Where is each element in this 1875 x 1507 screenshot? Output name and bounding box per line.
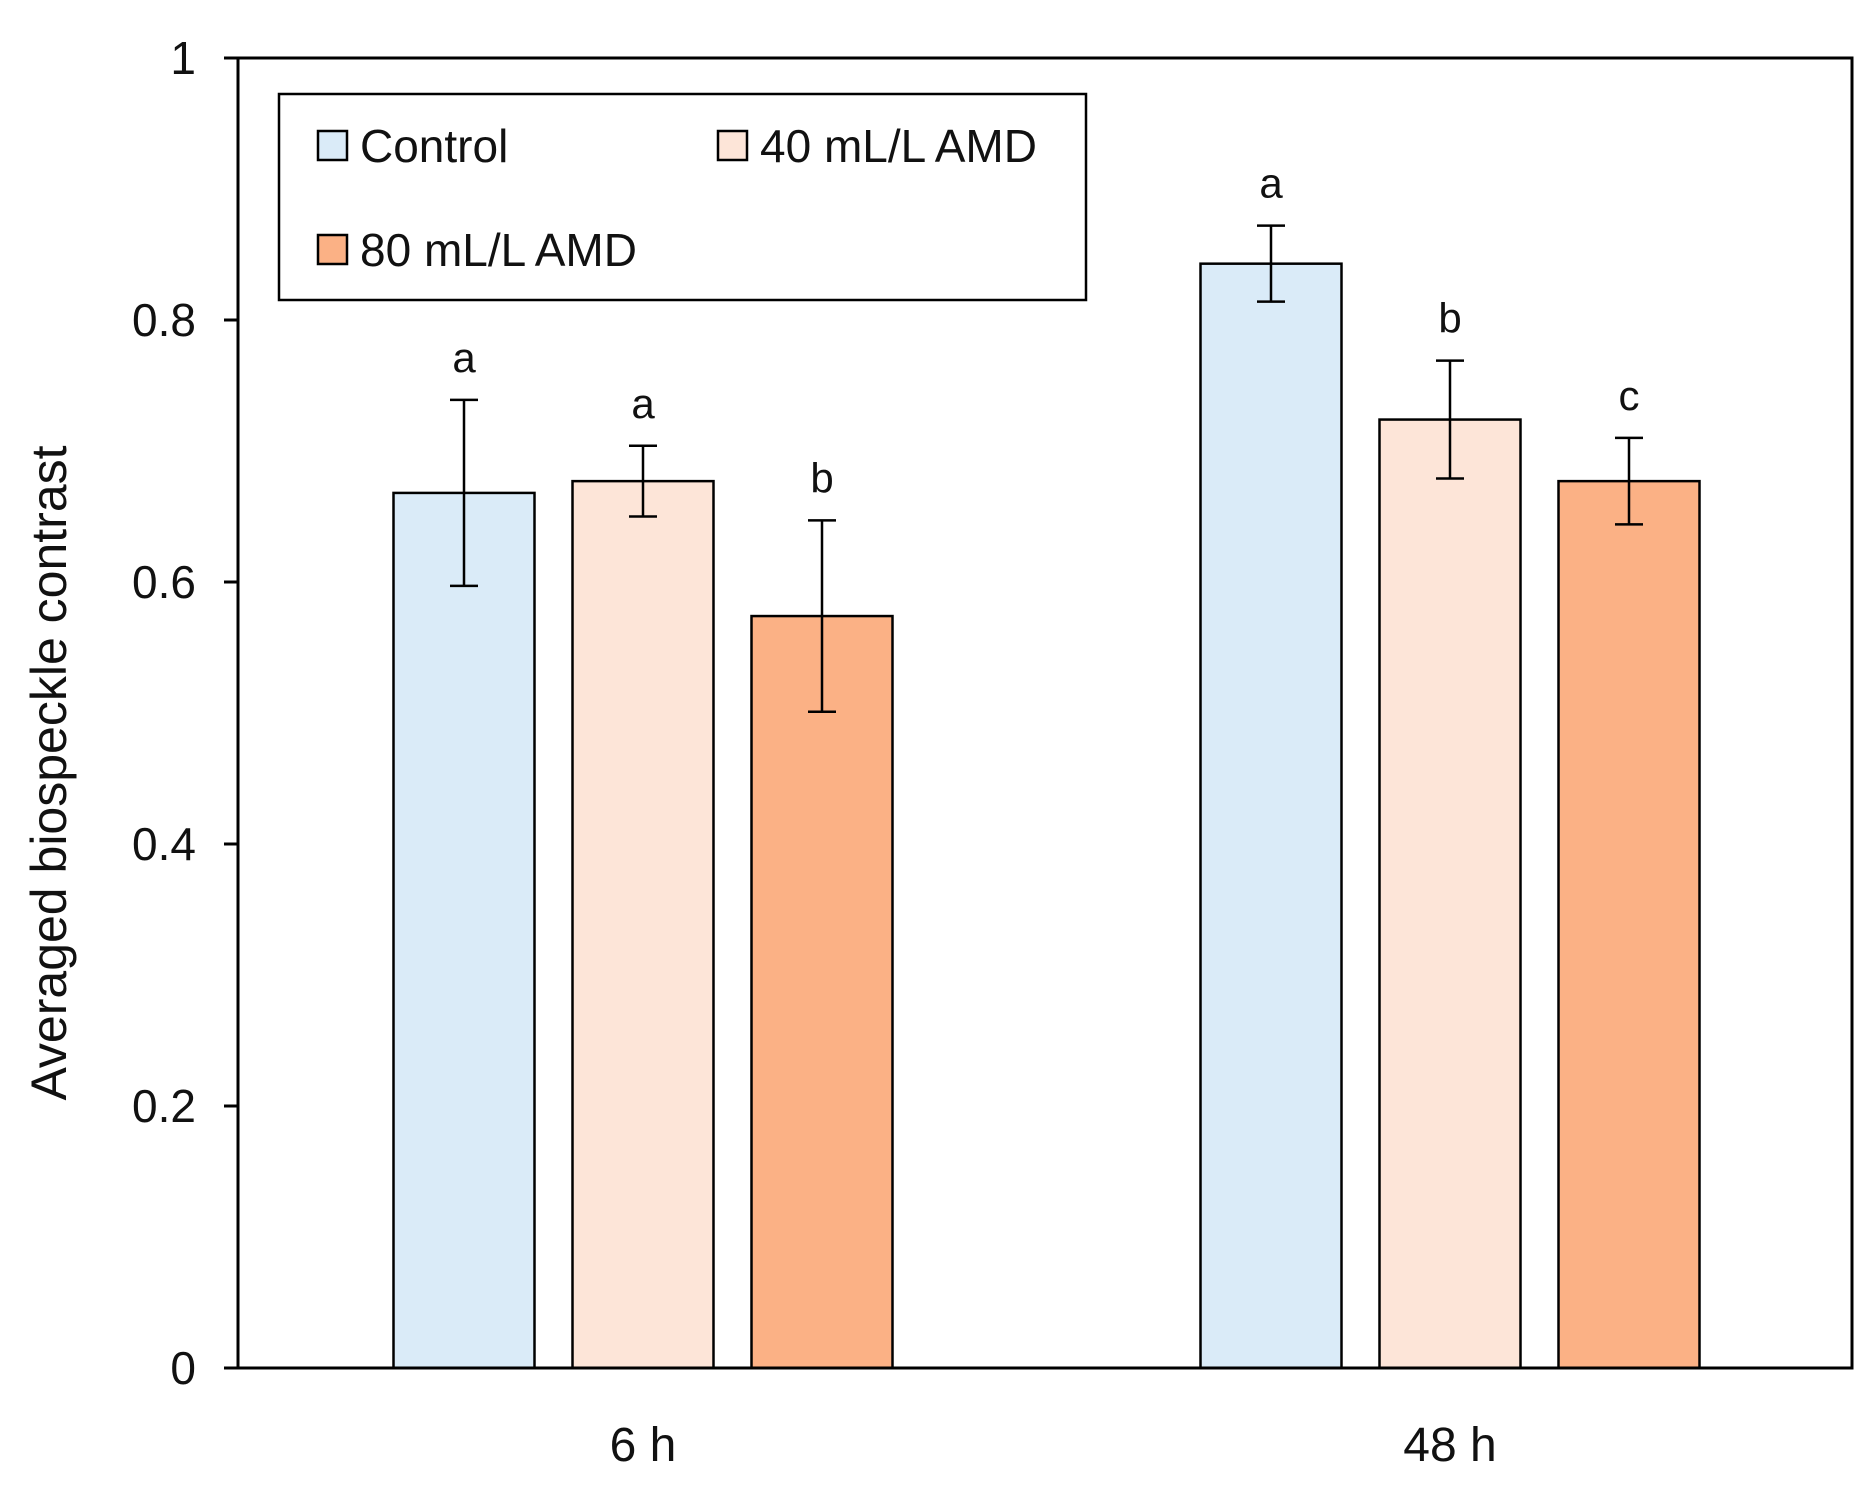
bar [571,479,715,1370]
y-tick-label: 0.4 [132,818,196,870]
error-bars-layer [450,224,1643,713]
x-axis: 6 h 48 h [610,1419,1497,1472]
significance-letter: a [631,380,655,427]
y-axis: 0 0.2 0.4 0.6 0.8 1 [132,32,238,1394]
y-tick-label: 0.2 [132,1080,196,1132]
bar [392,491,536,1370]
legend-swatch [316,233,349,266]
x-category-label: 6 h [610,1419,677,1472]
significance-letters-layer: a a b a b c [452,160,1639,502]
legend: Control 40 mL/L AMD 80 mL/L AMD [277,92,1088,302]
significance-letter: a [1259,160,1283,207]
y-tick-label: 0.6 [132,556,196,608]
legend-label: 40 mL/L AMD [760,120,1037,172]
legend-swatch [716,129,749,162]
bar [1199,262,1343,1370]
y-tick-label: 1 [170,32,196,84]
bar [1378,418,1522,1370]
bars-layer [392,262,1701,1370]
significance-letter: b [810,454,833,501]
legend-box [277,92,1088,302]
significance-letter: b [1438,295,1461,342]
legend-label: Control [360,120,508,172]
significance-letter: a [452,334,476,381]
y-axis-title: Averaged biospeckle contrast [21,445,77,1100]
bar [750,614,894,1370]
bar [1557,479,1701,1370]
legend-swatch [316,129,349,162]
legend-label: 80 mL/L AMD [360,224,637,276]
y-tick-label: 0.8 [132,294,196,346]
x-category-label: 48 h [1403,1419,1496,1472]
y-tick-label: 0 [170,1342,196,1394]
plot-area-frame [236,56,1854,1370]
significance-letter: c [1619,372,1640,419]
